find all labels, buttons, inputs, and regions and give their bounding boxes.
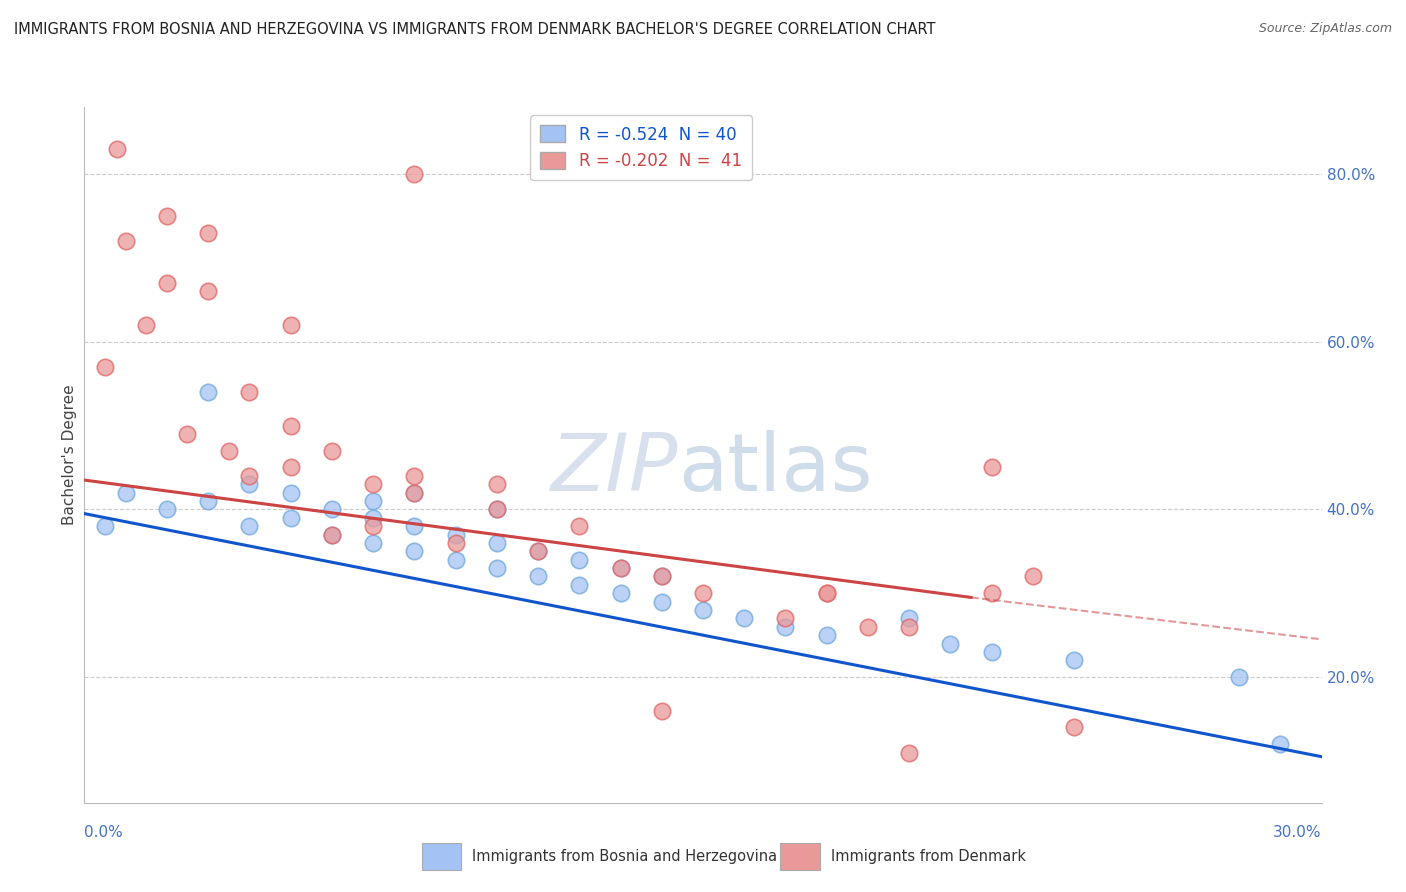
Point xyxy=(775,620,797,634)
Point xyxy=(980,645,1002,659)
Point xyxy=(568,578,591,592)
Point xyxy=(176,427,198,442)
Point xyxy=(609,586,631,600)
Point xyxy=(404,544,426,558)
Point xyxy=(361,477,384,491)
Point xyxy=(444,536,467,550)
Point xyxy=(361,494,384,508)
Point xyxy=(980,586,1002,600)
Point xyxy=(568,552,591,566)
Point xyxy=(321,527,343,541)
Point xyxy=(692,586,714,600)
Point xyxy=(651,594,673,608)
Point xyxy=(856,620,879,634)
Point xyxy=(156,276,179,290)
Point xyxy=(238,477,260,491)
Point xyxy=(898,620,921,634)
Text: Source: ZipAtlas.com: Source: ZipAtlas.com xyxy=(1258,22,1392,36)
Point xyxy=(815,628,838,642)
Point xyxy=(733,611,755,625)
Point xyxy=(898,746,921,760)
Point xyxy=(280,418,302,433)
Point xyxy=(485,502,508,516)
Point xyxy=(361,536,384,550)
Point xyxy=(939,636,962,650)
Point xyxy=(485,477,508,491)
Point xyxy=(527,544,550,558)
Point xyxy=(1022,569,1045,583)
Point xyxy=(280,485,302,500)
Point xyxy=(94,359,117,374)
Point xyxy=(197,494,219,508)
Point xyxy=(321,502,343,516)
Point xyxy=(444,552,467,566)
Point xyxy=(404,167,426,181)
Point xyxy=(156,209,179,223)
Point xyxy=(404,468,426,483)
Point xyxy=(114,234,136,248)
Point xyxy=(485,536,508,550)
Point xyxy=(197,285,219,299)
Point xyxy=(94,519,117,533)
Point xyxy=(321,527,343,541)
Point xyxy=(361,510,384,524)
Point xyxy=(238,385,260,400)
Point xyxy=(1270,737,1292,751)
Point xyxy=(980,460,1002,475)
Text: atlas: atlas xyxy=(678,430,873,508)
Text: 0.0%: 0.0% xyxy=(84,825,124,840)
Point xyxy=(238,468,260,483)
Point xyxy=(444,527,467,541)
Point xyxy=(105,142,128,156)
Text: 30.0%: 30.0% xyxy=(1274,825,1322,840)
Point xyxy=(651,569,673,583)
Point xyxy=(404,485,426,500)
Point xyxy=(815,586,838,600)
Point xyxy=(609,561,631,575)
Point xyxy=(1227,670,1250,684)
Point xyxy=(218,443,240,458)
Point xyxy=(280,460,302,475)
Legend: R = -0.524  N = 40, R = -0.202  N =  41: R = -0.524 N = 40, R = -0.202 N = 41 xyxy=(530,115,752,180)
Point xyxy=(485,561,508,575)
Point xyxy=(485,502,508,516)
Point xyxy=(527,544,550,558)
Point xyxy=(280,318,302,332)
Point xyxy=(156,502,179,516)
Point xyxy=(568,519,591,533)
Point xyxy=(321,443,343,458)
Text: ZIP: ZIP xyxy=(551,430,678,508)
Point xyxy=(527,569,550,583)
Y-axis label: Bachelor's Degree: Bachelor's Degree xyxy=(62,384,77,525)
Point xyxy=(1063,653,1085,667)
Point xyxy=(775,611,797,625)
Point xyxy=(197,385,219,400)
Point xyxy=(114,485,136,500)
Point xyxy=(404,519,426,533)
Point xyxy=(1063,720,1085,734)
Point xyxy=(280,510,302,524)
Point xyxy=(404,485,426,500)
Point xyxy=(361,519,384,533)
Text: Immigrants from Bosnia and Herzegovina: Immigrants from Bosnia and Herzegovina xyxy=(472,849,778,863)
Point xyxy=(815,586,838,600)
Point xyxy=(609,561,631,575)
Text: IMMIGRANTS FROM BOSNIA AND HERZEGOVINA VS IMMIGRANTS FROM DENMARK BACHELOR'S DEG: IMMIGRANTS FROM BOSNIA AND HERZEGOVINA V… xyxy=(14,22,935,37)
Point xyxy=(197,226,219,240)
Point xyxy=(651,704,673,718)
Point xyxy=(692,603,714,617)
Point xyxy=(898,611,921,625)
Point xyxy=(651,569,673,583)
Point xyxy=(135,318,157,332)
Text: Immigrants from Denmark: Immigrants from Denmark xyxy=(831,849,1026,863)
Point xyxy=(238,519,260,533)
